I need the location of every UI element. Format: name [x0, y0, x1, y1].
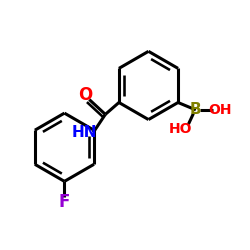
Text: OH: OH	[208, 103, 231, 117]
Text: O: O	[78, 86, 92, 104]
Text: B: B	[190, 102, 202, 118]
Text: HN: HN	[72, 125, 98, 140]
Text: HO: HO	[168, 122, 192, 136]
Text: F: F	[59, 194, 70, 212]
